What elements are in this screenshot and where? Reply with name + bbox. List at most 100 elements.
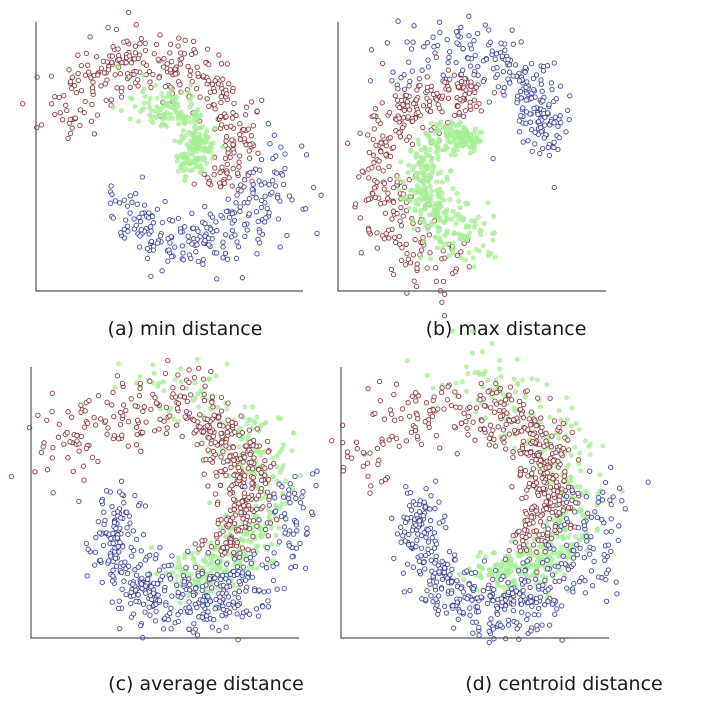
point-red (201, 397, 208, 404)
point-blue (182, 224, 188, 230)
point-red (57, 110, 63, 116)
point-blue (234, 239, 240, 245)
point-red (251, 455, 257, 461)
point-red (400, 115, 407, 121)
point-green (535, 563, 541, 569)
point-red (224, 91, 230, 97)
point-green (470, 255, 476, 261)
point-green (204, 161, 210, 167)
point-red (392, 239, 399, 246)
point-green (178, 379, 184, 385)
point-blue (419, 596, 425, 602)
point-red (179, 433, 185, 440)
point-blue (165, 617, 172, 623)
point-red (379, 100, 385, 106)
point-blue (487, 39, 493, 45)
point-blue (614, 591, 620, 597)
point-red (102, 81, 108, 87)
point-blue (581, 554, 587, 561)
point-red (271, 460, 277, 467)
point-green (421, 157, 427, 163)
point-red (538, 428, 544, 435)
scatter-c (8, 356, 320, 643)
point-blue (548, 80, 555, 86)
point-red (530, 482, 537, 489)
point-green (562, 527, 568, 533)
point-blue (274, 561, 280, 567)
point-red (230, 165, 236, 172)
point-red (138, 448, 144, 454)
point-blue (223, 232, 229, 238)
point-red (218, 430, 224, 437)
point-blue (545, 586, 551, 593)
point-blue (304, 525, 310, 532)
point-blue (253, 209, 260, 215)
point-green (181, 155, 187, 161)
point-green (522, 394, 528, 400)
point-red (178, 50, 184, 56)
point-blue (518, 113, 524, 119)
point-red (460, 113, 467, 120)
point-green (568, 474, 574, 480)
point-blue (127, 210, 133, 216)
point-red (424, 84, 431, 91)
point-blue (384, 40, 390, 46)
point-red (493, 401, 500, 407)
point-blue (433, 553, 439, 560)
point-blue (236, 578, 242, 585)
point-red (259, 97, 265, 103)
point-red (442, 255, 448, 261)
point-red (65, 455, 71, 461)
point-blue (259, 562, 265, 568)
point-blue (518, 601, 525, 607)
point-red (451, 72, 458, 78)
point-green (467, 150, 473, 156)
point-red (456, 110, 462, 116)
point-red (364, 460, 371, 466)
point-red (537, 469, 544, 475)
point-green (136, 118, 142, 124)
point-blue (587, 468, 593, 474)
point-green (573, 484, 579, 490)
point-blue (540, 68, 547, 74)
point-red (164, 425, 170, 431)
point-blue (552, 578, 558, 585)
point-green (156, 380, 162, 386)
point-red (236, 164, 242, 170)
point-red (365, 196, 372, 202)
point-blue (471, 72, 477, 78)
point-red (220, 76, 226, 82)
point-blue (299, 143, 305, 149)
point-red (414, 87, 420, 93)
point-blue (109, 599, 115, 605)
point-green (434, 224, 440, 230)
point-green (428, 188, 434, 194)
point-blue (262, 219, 268, 225)
point-green (419, 197, 425, 203)
point-red (50, 444, 56, 451)
point-red (399, 124, 406, 131)
point-blue (470, 630, 476, 636)
point-blue (223, 208, 230, 215)
point-red (407, 260, 414, 266)
point-red (458, 249, 464, 255)
point-green (444, 207, 450, 213)
point-blue (515, 568, 522, 574)
point-blue (588, 514, 595, 520)
point-blue (189, 210, 195, 217)
point-blue (145, 571, 151, 578)
caption-b: (b) max distance (426, 318, 587, 340)
point-blue (401, 529, 408, 535)
point-blue (232, 232, 238, 238)
point-red (135, 83, 141, 89)
point-blue (99, 579, 105, 586)
point-blue (200, 603, 206, 609)
point-blue (128, 600, 134, 607)
point-red (430, 397, 436, 404)
point-red (137, 41, 143, 47)
point-red (445, 95, 452, 101)
point-blue (522, 567, 528, 574)
point-red (90, 79, 96, 85)
point-blue (564, 516, 570, 522)
point-red (49, 390, 55, 396)
